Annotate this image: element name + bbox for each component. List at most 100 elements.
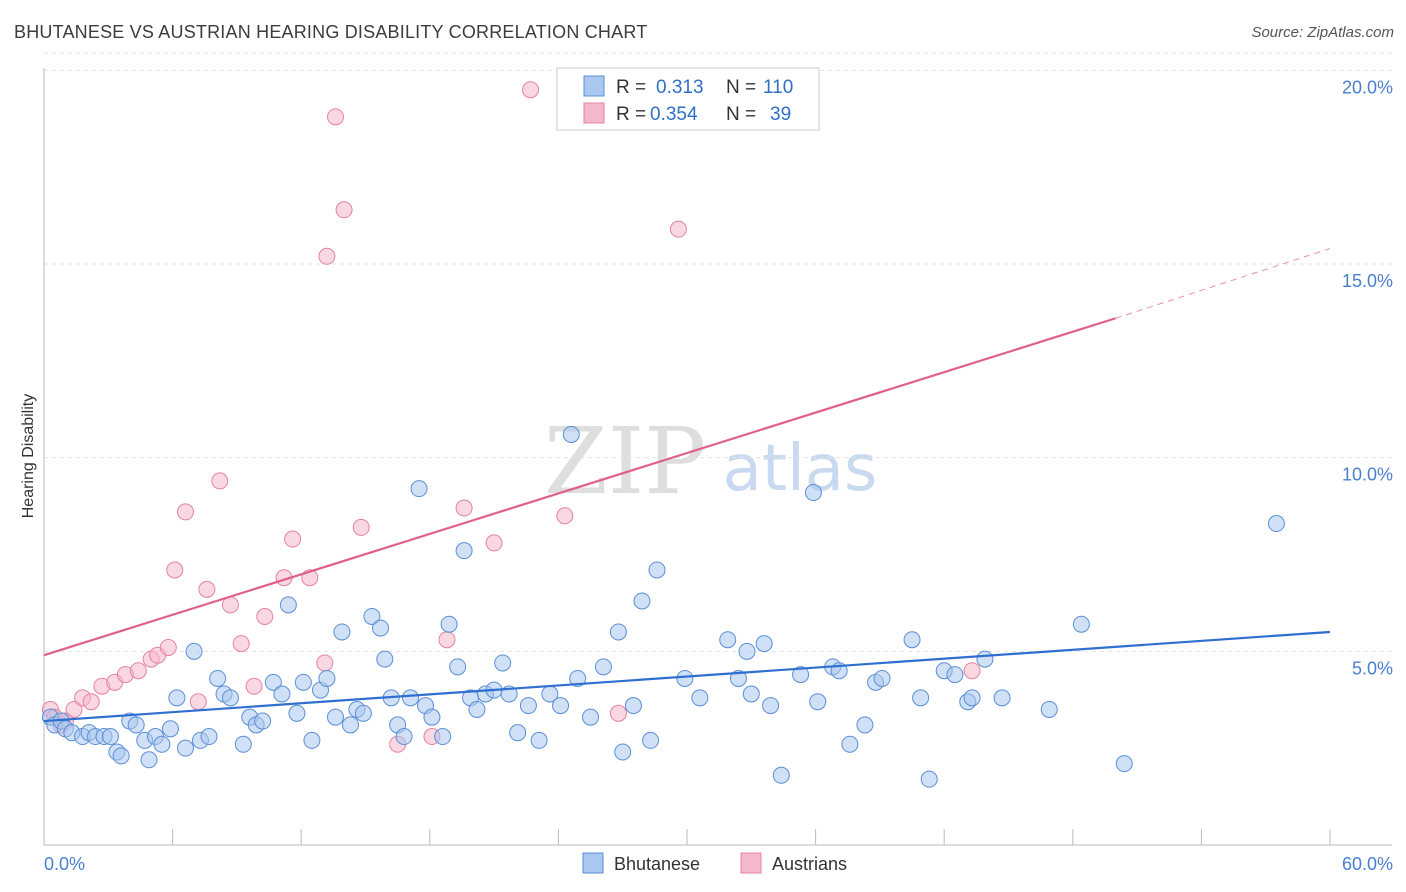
bhutanese-point (569, 669, 587, 687)
bhutanese-point (772, 766, 790, 784)
bhutanese-point (738, 642, 756, 660)
austrians-point (129, 662, 147, 680)
austrians-point (669, 220, 687, 238)
bhutanese-point (209, 669, 227, 687)
bottom-legend-label-austrians: Austrians (772, 854, 847, 874)
bhutanese-point (729, 669, 747, 687)
bhutanese-point (318, 669, 336, 687)
austrians-point (189, 693, 207, 711)
bhutanese-point (468, 700, 486, 718)
bhutanese-point (455, 542, 473, 560)
austrians-point (318, 247, 336, 265)
bhutanese-point (1040, 700, 1058, 718)
austrians-point (159, 638, 177, 656)
legend-r-value-bhutanese: 0.313 (656, 77, 704, 98)
bhutanese-point (993, 689, 1011, 707)
bhutanese-point (326, 708, 344, 726)
austrians-point (556, 507, 574, 525)
y-tick-labels: 5.0% 10.0% 15.0% 20.0% (1342, 77, 1393, 678)
chart-source: Source: ZipAtlas.com (1251, 24, 1394, 41)
x-tick-label-min: 0.0% (44, 854, 85, 874)
bhutanese-point (168, 689, 186, 707)
austrians-point (176, 503, 194, 521)
bhutanese-point (946, 666, 964, 684)
austrians-point (211, 472, 229, 490)
austrians-point (316, 654, 334, 672)
austrians-point (326, 108, 344, 126)
bhutanese-point (221, 689, 239, 707)
austrians-trend-line (43, 317, 1116, 657)
bhutanese-point (185, 642, 203, 660)
austrians-point (166, 561, 184, 579)
austrians-point (256, 607, 274, 625)
bhutanese-point (676, 669, 694, 687)
bhutanese-point (633, 592, 651, 610)
bhutanese-point (288, 704, 306, 722)
bhutanese-point (200, 728, 218, 746)
bhutanese-point (530, 731, 548, 749)
legend-r-label-bhutanese: R = (616, 77, 646, 98)
bhutanese-point (372, 619, 390, 637)
gridlines (44, 52, 1392, 652)
bhutanese-point (341, 716, 359, 734)
y-tick-label: 20.0% (1342, 77, 1393, 97)
chart-title: BHUTANESE VS AUSTRIAN HEARING DISABILITY… (14, 22, 648, 42)
bhutanese-points (41, 425, 1285, 788)
bhutanese-point (423, 708, 441, 726)
austrians-point (284, 530, 302, 548)
legend-n-label-bhutanese: N = (726, 77, 756, 98)
bottom-legend-swatch-bhutanese (582, 852, 604, 874)
austrians-point (522, 81, 540, 99)
bhutanese-point (363, 607, 381, 625)
austrians-point (609, 704, 627, 722)
bhutanese-point (920, 770, 938, 788)
bhutanese-point (1072, 615, 1090, 633)
bhutanese-point (176, 739, 194, 757)
bhutanese-point (402, 689, 420, 707)
y-axis-label: Hearing Disability (20, 394, 37, 519)
legend-r-label-austrians: R = (616, 104, 646, 125)
bhutanese-point (354, 704, 372, 722)
x-ticks (43, 829, 1331, 845)
stats-legend: R = 0.313 N = 110 R = 0.354 N = 39 (556, 67, 820, 131)
austrians-point (352, 518, 370, 536)
austrians-trend-extension (1115, 248, 1331, 319)
legend-n-value-bhutanese: 110 (763, 77, 793, 98)
austrians-point (245, 677, 263, 695)
bhutanese-point (434, 728, 452, 746)
austrians-point (455, 499, 473, 517)
bhutanese-point (809, 693, 827, 711)
legend-n-value-austrians: 39 (770, 104, 791, 125)
bhutanese-point (912, 689, 930, 707)
x-tick-label-max: 60.0% (1342, 854, 1393, 874)
austrians-point (198, 580, 216, 598)
bhutanese-point (719, 631, 737, 649)
bhutanese-point (856, 716, 874, 734)
bhutanese-point (509, 724, 527, 742)
bhutanese-point (333, 623, 351, 641)
bhutanese-point (410, 480, 428, 498)
austrians-point (232, 635, 250, 653)
austrians-point (335, 201, 353, 219)
bhutanese-point (648, 561, 666, 579)
bhutanese-point (976, 650, 994, 668)
bhutanese-point (440, 615, 458, 633)
bhutanese-point (804, 484, 822, 502)
bhutanese-point (376, 650, 394, 668)
bhutanese-point (161, 720, 179, 738)
bhutanese-point (562, 425, 580, 443)
bhutanese-point (273, 685, 291, 703)
bottom-legend-label-bhutanese: Bhutanese (614, 854, 700, 874)
bhutanese-point (294, 673, 312, 691)
bhutanese-point (963, 689, 981, 707)
bhutanese-point (614, 743, 632, 761)
bhutanese-point (112, 747, 130, 765)
watermark-zip: ZIP (544, 408, 706, 515)
watermark-atlas: atlas (723, 432, 878, 506)
bottom-legend-swatch-austrians (740, 852, 762, 874)
trend-lines (43, 248, 1331, 723)
bhutanese-point (254, 712, 272, 730)
austrians-point (438, 631, 456, 649)
bhutanese-point (395, 728, 413, 746)
bhutanese-point (755, 635, 773, 653)
